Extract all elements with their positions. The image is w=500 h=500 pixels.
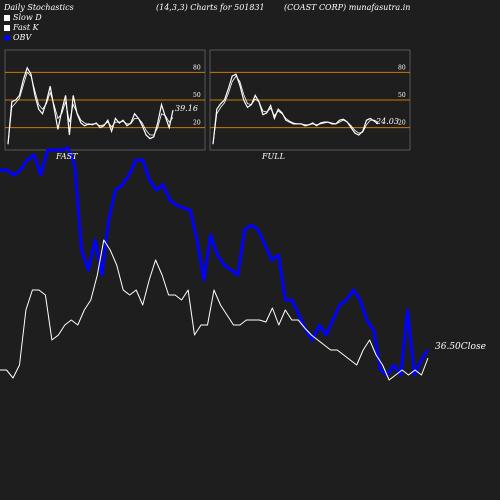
full-last-value: 24.03 [376,117,399,126]
legend-slow-d: Slow D [4,13,42,22]
fast-level-label-80: 80 [193,64,201,71]
full-series-1 [212,75,379,145]
full-panel-title: FULL [262,152,285,161]
header-left: Daily Stochastics [4,3,74,12]
slow-d-swatch [4,14,10,21]
fast-level-label-20: 20 [193,120,201,127]
close-price-line [0,239,429,381]
header-mid: (14,3,3) Charts for 501831 [156,3,265,12]
full-level-label-20: 20 [398,120,406,127]
full-series-0 [212,73,379,145]
fast-series-1 [7,71,174,145]
legend-slow-d-label: Slow D [13,13,42,22]
fast-panel-title: FAST [56,152,78,161]
legend-fast-k: Fast K [4,23,39,32]
legend-obv-label: OBV [13,33,32,42]
header-right: (COAST CORP) munafasutra.in [284,3,411,12]
full-level-label-80: 80 [398,64,406,71]
legend-fast-k-label: Fast K [13,23,39,32]
obv-line [0,146,430,377]
legend-obv: OBV [4,33,31,42]
fast-last-value: 39.16 [175,104,198,113]
full-level-label-50: 50 [398,92,406,99]
fast-k-swatch [4,24,10,31]
obv-swatch [4,34,10,41]
main-last-value: 36.50Close [435,342,486,352]
fast-level-label-50: 50 [193,92,201,99]
